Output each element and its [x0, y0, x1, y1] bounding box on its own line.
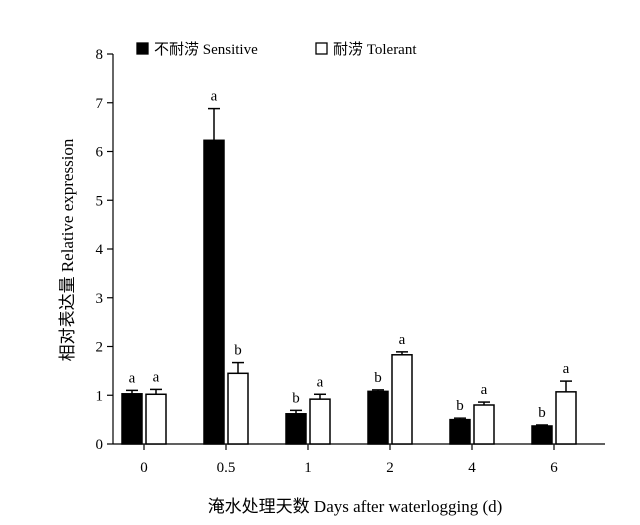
x-tick-label: 2 — [386, 460, 394, 476]
significance-letter: b — [374, 370, 382, 386]
x-tick-label: 6 — [550, 460, 558, 476]
y-tick-label: 3 — [96, 291, 104, 307]
y-tick-label: 5 — [96, 193, 104, 209]
bar — [555, 391, 577, 445]
bar — [367, 390, 389, 445]
legend-swatch — [315, 42, 328, 55]
legend-swatch — [136, 42, 149, 55]
bar — [121, 393, 143, 445]
x-tick-label: 0.5 — [217, 460, 236, 476]
x-tick-label: 4 — [468, 460, 476, 476]
y-axis-label: 相对表达量 Relative expression — [58, 138, 77, 361]
bar — [531, 425, 553, 445]
y-tick-label: 6 — [96, 145, 104, 161]
significance-letter: b — [538, 405, 546, 421]
significance-letter: b — [456, 398, 464, 414]
y-tick-label: 1 — [96, 388, 104, 404]
bar — [449, 418, 471, 445]
significance-letter: b — [292, 390, 300, 406]
bar — [309, 398, 331, 445]
bar — [285, 413, 307, 445]
bar — [391, 354, 413, 445]
x-tick-label: 0 — [140, 460, 148, 476]
significance-letter: a — [563, 361, 570, 377]
bar — [473, 404, 495, 445]
x-tick-label: 1 — [304, 460, 312, 476]
significance-letter: a — [317, 374, 324, 390]
bars: a a a b b a b a b a b a — [121, 89, 577, 445]
legend: 不耐涝 Sensitive 耐涝 Tolerant — [136, 41, 417, 58]
significance-letter: a — [399, 332, 406, 348]
y-tick-label: 4 — [96, 242, 104, 258]
legend-label: 不耐涝 Sensitive — [154, 41, 258, 58]
legend-label: 耐涝 Tolerant — [333, 41, 417, 58]
y-tick-label: 0 — [96, 437, 104, 453]
bar — [145, 393, 167, 445]
y-tick-label: 7 — [96, 96, 104, 112]
significance-letter: a — [481, 382, 488, 398]
y-tick-label: 8 — [96, 47, 104, 63]
y-tick-label: 2 — [96, 340, 104, 356]
x-axis-label: 淹水处理天数 Days after waterlogging (d) — [208, 497, 503, 516]
bar — [203, 139, 225, 445]
significance-letter: b — [234, 343, 242, 359]
significance-letter: a — [129, 370, 136, 386]
significance-letter: a — [211, 89, 218, 105]
significance-letter: a — [153, 369, 160, 385]
axes: 0 1 2 3 4 5 6 7 8 0 0.5 1 2 4 6 — [96, 47, 605, 476]
bar — [227, 372, 249, 445]
